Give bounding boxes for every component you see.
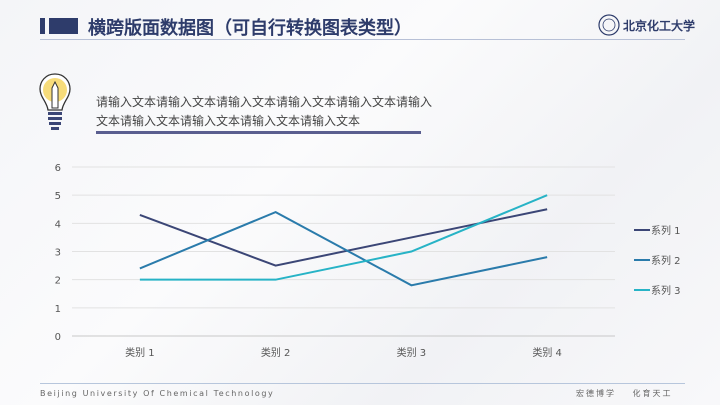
logo-text: 北京化工大学 bbox=[623, 18, 696, 33]
header-accent-bar bbox=[40, 18, 45, 34]
x-tick-label: 类别 2 bbox=[261, 346, 291, 359]
series-line-3 bbox=[139, 194, 548, 281]
footer-motto: 宏德博学 化育天工 bbox=[576, 389, 673, 398]
university-logo: 北京化工大学 bbox=[598, 14, 695, 36]
line-chart: 0 1 2 3 4 5 6 类别 1 类别 2 类别 3 类别 4 系列 1 系列 2 系列 3 bbox=[55, 163, 681, 359]
x-tick-label: 类别 3 bbox=[397, 346, 427, 359]
description-text: 请输入文本请输入文本请输入文本请输入文本请输入文本请输入文本请输入文本请输入文本… bbox=[96, 95, 433, 128]
legend-label: 系列 2 bbox=[651, 254, 681, 267]
y-tick-label: 0 bbox=[55, 332, 61, 343]
header-accent-block bbox=[49, 18, 78, 34]
y-tick-label: 2 bbox=[55, 276, 61, 287]
series-line-2 bbox=[139, 210, 548, 287]
university-seal-icon bbox=[598, 14, 620, 36]
header-divider bbox=[40, 39, 685, 40]
x-tick-label: 类别 4 bbox=[532, 346, 562, 359]
y-tick-label: 3 bbox=[55, 248, 61, 259]
page-title: 横跨版面数据图（可自行转换图表类型） bbox=[88, 18, 412, 39]
series-line-1 bbox=[139, 208, 548, 267]
description-underline bbox=[96, 131, 421, 134]
x-tick-label: 类别 1 bbox=[125, 346, 155, 359]
y-tick-label: 4 bbox=[55, 219, 61, 230]
y-tick-label: 6 bbox=[55, 163, 61, 174]
lightbulb-pencil-icon bbox=[39, 73, 71, 130]
y-tick-label: 1 bbox=[55, 304, 61, 315]
y-tick-label: 5 bbox=[55, 191, 61, 202]
legend-label: 系列 1 bbox=[651, 224, 681, 237]
legend-label: 系列 3 bbox=[651, 284, 681, 297]
footer-divider bbox=[40, 383, 685, 384]
footer-university-name: Beijing University Of Chemical Technolog… bbox=[40, 389, 275, 398]
